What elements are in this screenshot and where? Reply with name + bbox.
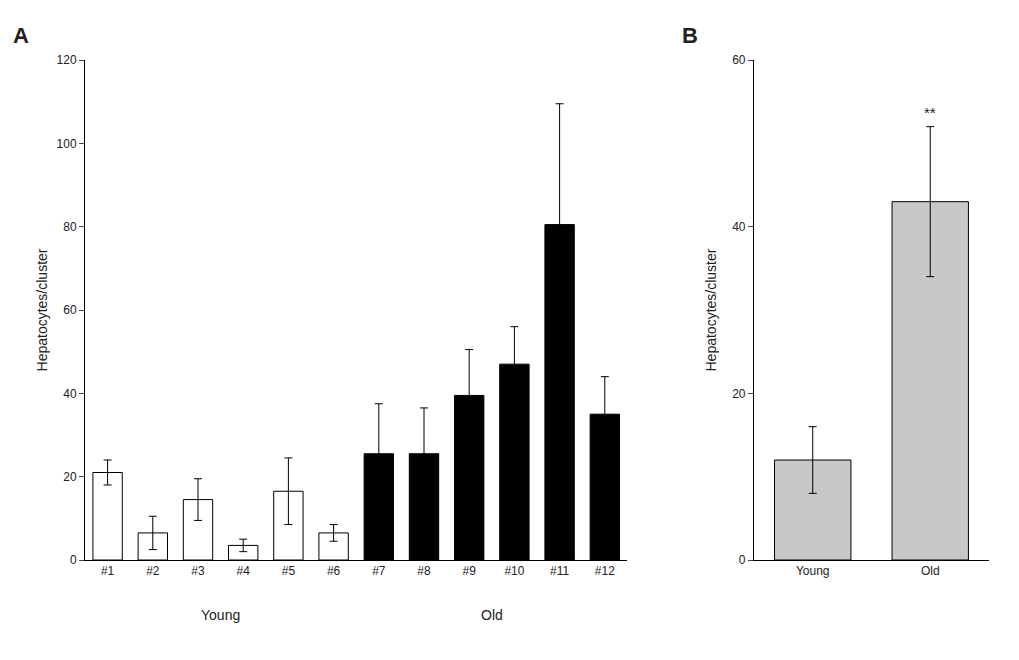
svg-text:A: A — [13, 23, 29, 48]
svg-text:#8: #8 — [417, 564, 431, 578]
svg-text:60: 60 — [732, 53, 746, 67]
svg-text:**: ** — [924, 104, 936, 121]
svg-text:20: 20 — [732, 387, 746, 401]
svg-text:40: 40 — [63, 387, 77, 401]
svg-text:20: 20 — [63, 470, 77, 484]
svg-text:Old: Old — [921, 564, 940, 578]
svg-text:60: 60 — [63, 303, 77, 317]
svg-text:Young: Young — [796, 564, 830, 578]
svg-text:#3: #3 — [191, 564, 205, 578]
svg-text:Hepatocytes/cluster: Hepatocytes/cluster — [34, 248, 50, 371]
svg-text:Hepatocytes/cluster: Hepatocytes/cluster — [703, 248, 719, 371]
svg-text:Young: Young — [201, 607, 240, 623]
svg-text:#7: #7 — [372, 564, 386, 578]
svg-text:#6: #6 — [327, 564, 341, 578]
svg-text:B: B — [682, 23, 698, 48]
svg-text:#4: #4 — [237, 564, 251, 578]
svg-text:#9: #9 — [463, 564, 477, 578]
svg-text:0: 0 — [739, 553, 746, 567]
svg-text:#5: #5 — [282, 564, 296, 578]
svg-text:0: 0 — [70, 553, 77, 567]
svg-text:#11: #11 — [550, 564, 569, 578]
svg-text:40: 40 — [732, 220, 746, 234]
svg-text:#12: #12 — [595, 564, 615, 578]
svg-text:100: 100 — [57, 137, 77, 151]
svg-text:80: 80 — [63, 220, 77, 234]
svg-text:#2: #2 — [146, 564, 160, 578]
svg-text:#1: #1 — [101, 564, 115, 578]
svg-text:Old: Old — [481, 607, 503, 623]
svg-text:120: 120 — [57, 53, 77, 67]
svg-text:#10: #10 — [504, 564, 524, 578]
